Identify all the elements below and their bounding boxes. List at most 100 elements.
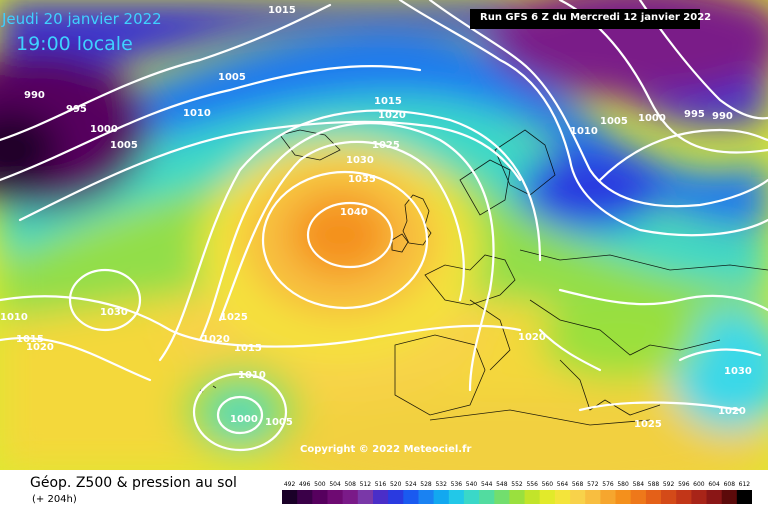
legend-label: 608	[724, 481, 736, 488]
legend-swatch	[418, 490, 435, 504]
legend-swatch	[691, 490, 708, 504]
valid-time: 19:00 locale	[16, 33, 133, 55]
legend-swatch	[661, 490, 677, 504]
isobar-label: 1010	[570, 126, 598, 137]
legend-label: 604	[708, 481, 720, 488]
isobar-label: 1040	[340, 207, 368, 218]
legend-swatch	[448, 490, 465, 504]
isobar-label: 1020	[202, 334, 230, 345]
isobar-label: 1010	[238, 370, 266, 381]
legend-label: 576	[602, 481, 614, 488]
legend-swatch	[676, 490, 692, 504]
isobar-label: 1005	[218, 72, 246, 83]
isobar-label: 1000	[90, 124, 118, 135]
isobar-label: 1020	[518, 332, 546, 343]
legend-swatch	[585, 490, 601, 504]
legend-swatch	[736, 490, 752, 504]
legend-label: 572	[587, 481, 599, 488]
legend-swatch	[327, 490, 344, 504]
isobar-label: 1030	[724, 366, 752, 377]
legend-label: 592	[663, 481, 675, 488]
legend-label: 532	[435, 481, 447, 488]
legend-label: 596	[678, 481, 690, 488]
legend-swatch	[357, 490, 374, 504]
legend-swatch	[433, 490, 450, 504]
run-info-box	[470, 9, 700, 29]
isobar-label: 1015	[234, 343, 262, 354]
isobar-label: 995	[684, 109, 705, 120]
legend-label: 520	[390, 481, 402, 488]
legend-label: 540	[466, 481, 478, 488]
legend-label: 584	[633, 481, 645, 488]
forecast-lead: (+ 204h)	[32, 494, 77, 505]
legend-swatch	[524, 490, 541, 504]
isobar-label: 1030	[346, 155, 374, 166]
legend-swatch	[721, 490, 738, 504]
run-info: Run GFS 6 Z du Mercredi 12 janvier 2022	[480, 12, 712, 23]
isobar-label: 1015	[268, 5, 296, 16]
isobar-label: 1000	[230, 414, 258, 425]
legend-swatch	[615, 490, 632, 504]
legend-label: 556	[526, 481, 538, 488]
legend-label: 580	[617, 481, 629, 488]
valid-date: Jeudi 20 janvier 2022	[2, 10, 162, 28]
isobar-label: 1005	[110, 140, 138, 151]
isobar-label: 1015	[16, 334, 44, 345]
legend-label: 504	[329, 481, 341, 488]
legend-label: 536	[451, 481, 463, 488]
legend-swatch	[282, 490, 298, 504]
legend-swatch	[554, 490, 571, 504]
isobar-label: 1020	[378, 110, 406, 121]
legend-swatch	[312, 490, 328, 504]
legend-swatch	[630, 490, 647, 504]
legend-label: 560	[542, 481, 554, 488]
legend-swatch	[509, 490, 526, 504]
color-legend: 492 496 500 504 508 512 516 520 524 528 532 536 540 5…	[282, 481, 752, 504]
legend-label: 492	[284, 481, 296, 488]
legend-label: 552	[511, 481, 523, 488]
legend-swatch	[297, 490, 313, 504]
isobar-label: 1025	[634, 419, 662, 430]
legend-swatch	[600, 490, 617, 504]
legend-label: 512	[360, 481, 372, 488]
legend-swatch	[342, 490, 359, 504]
isobar-label: 1010	[0, 312, 28, 323]
chart-title: Géop. Z500 & pression au sol	[30, 475, 237, 491]
legend-label: 612	[739, 481, 751, 488]
legend-label: 496	[299, 481, 311, 488]
isobar-label: 1000	[638, 113, 666, 124]
legend-swatch	[373, 490, 389, 504]
isobar-label: 990	[24, 90, 45, 101]
isobar-label: 1005	[265, 417, 293, 428]
legend-label: 528	[420, 481, 432, 488]
legend-swatch	[403, 490, 419, 504]
legend-label: 516	[375, 481, 387, 488]
isobar-label: 1010	[183, 108, 211, 119]
isobar-label: 990	[712, 111, 733, 122]
legend-swatch	[388, 490, 404, 504]
legend-swatch	[706, 490, 723, 504]
isobar-label: 1035	[348, 174, 376, 185]
copyright: Copyright © 2022 Meteociel.fr	[300, 444, 472, 455]
legend-swatch	[645, 490, 662, 504]
legend-swatch	[570, 490, 586, 504]
legend-label: 588	[648, 481, 660, 488]
legend-label: 500	[314, 481, 326, 488]
legend-label: 548	[496, 481, 508, 488]
isobar-label: 1020	[26, 342, 54, 353]
z500-map: 1015 1005 1010 990 995 1000 1005 1015 10…	[0, 0, 768, 470]
isobar-label: 1015	[374, 96, 402, 107]
legend-label: 524	[405, 481, 417, 488]
legend-label: 568	[572, 481, 584, 488]
isobar-label: 1025	[372, 140, 400, 151]
legend-swatch	[539, 490, 556, 504]
isobar-label: 1030	[100, 307, 128, 318]
legend-label: 508	[344, 481, 356, 488]
isobar-label: 1005	[600, 116, 628, 127]
isobar-label: 1020	[718, 406, 746, 417]
legend-label: 600	[693, 481, 705, 488]
legend-swatch	[463, 490, 480, 504]
isobar-label: 1025	[220, 312, 248, 323]
legend-swatch	[479, 490, 495, 504]
